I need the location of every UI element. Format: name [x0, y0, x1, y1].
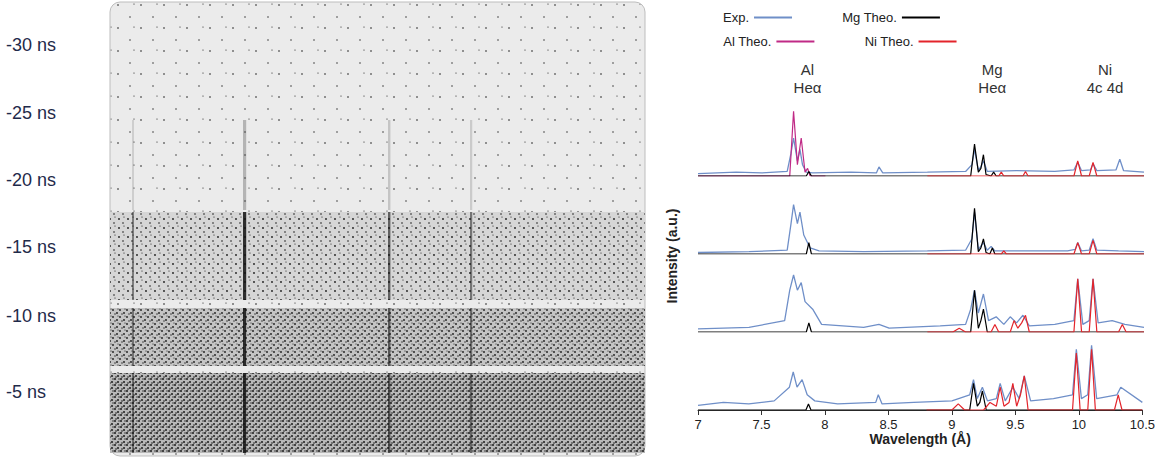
svg-text:8.5: 8.5 — [879, 417, 897, 432]
svg-text:Intensity (a.u.): Intensity (a.u.) — [664, 209, 680, 304]
svg-text:Mg: Mg — [982, 61, 1003, 78]
svg-text:Exp.: Exp. — [723, 10, 749, 25]
svg-text:8: 8 — [821, 417, 828, 432]
svg-text:Ni: Ni — [1098, 61, 1112, 78]
svg-text:-30 ns: -30 ns — [6, 35, 56, 55]
svg-text:Wavelength (Å): Wavelength (Å) — [869, 431, 970, 447]
svg-text:Al: Al — [801, 61, 814, 78]
svg-text:9: 9 — [948, 417, 955, 432]
svg-text:Heα: Heα — [794, 79, 822, 96]
svg-text:7: 7 — [694, 417, 701, 432]
svg-text:Heα: Heα — [978, 79, 1006, 96]
svg-text:4c 4d: 4c 4d — [1087, 79, 1124, 96]
svg-text:-10 ns: -10 ns — [6, 306, 56, 326]
svg-text:9.5: 9.5 — [1006, 417, 1024, 432]
svg-text:Ni Theo.: Ni Theo. — [865, 34, 914, 49]
svg-text:-5 ns: -5 ns — [6, 382, 46, 402]
svg-text:Mg Theo.: Mg Theo. — [842, 10, 897, 25]
svg-text:-15 ns: -15 ns — [6, 237, 56, 257]
svg-text:-25 ns: -25 ns — [6, 103, 56, 123]
svg-text:10: 10 — [1072, 417, 1086, 432]
svg-text:-20 ns: -20 ns — [6, 170, 56, 190]
svg-text:7.5: 7.5 — [752, 417, 770, 432]
svg-text:Al Theo.: Al Theo. — [723, 34, 771, 49]
svg-text:10.5: 10.5 — [1130, 417, 1155, 432]
